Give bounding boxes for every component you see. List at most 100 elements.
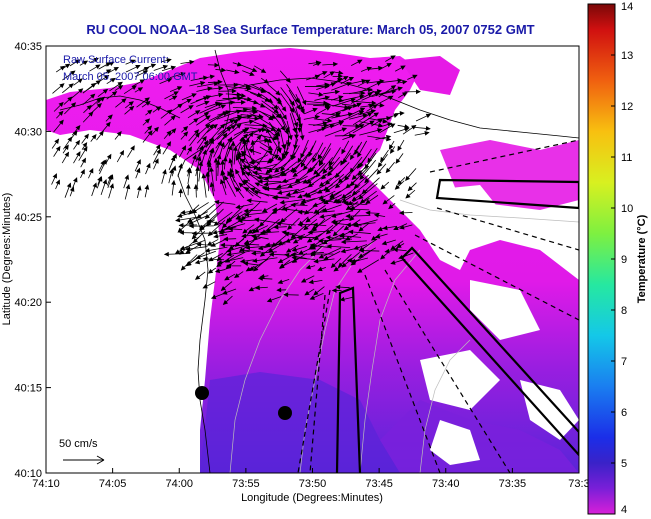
current-vector-head [202,256,208,262]
legend-line1: Raw Surface Current: [63,54,169,66]
current-vector-head [220,170,225,176]
current-vector-head [201,173,207,179]
current-vector-head [328,160,334,167]
current-vector-head [209,147,215,153]
current-vector [350,167,369,186]
current-vector-head [271,195,277,200]
current-vector-head [178,222,184,228]
current-vector-head [312,107,318,113]
current-vector-head [343,225,350,231]
current-vector [251,251,277,254]
current-vector-head [222,299,229,305]
current-vector-head [341,127,348,132]
current-vector-head [374,234,381,239]
current-vector-head [185,248,191,254]
current-vector-head [350,258,357,264]
current-vector-head [257,128,264,133]
dashed-lane-2 [436,207,579,251]
current-vector-head [338,95,344,100]
current-vector-head [297,127,302,133]
current-vector [259,146,283,161]
current-vector-head [196,242,202,247]
current-vector-head [349,154,355,161]
current-vector-head [259,230,265,236]
current-vector-head [254,285,260,291]
current-vector-head [205,115,211,121]
current-vector [258,117,281,132]
current-vector-head [318,92,324,97]
current-vector-head [261,207,268,213]
x-axis-label: Longitude (Degrees:Minutes) [241,492,383,504]
current-vector-head [306,179,312,184]
current-vector-head [248,266,255,272]
current-vector [205,111,228,126]
current-vector-head [397,145,402,152]
isobath-3 [359,249,421,473]
current-vector-head [193,183,199,189]
current-vector-head [199,145,204,151]
sst-field [46,48,579,473]
current-vector-head [209,74,216,80]
x-tick-label: 74:10 [32,478,60,490]
current-vector-head [263,181,269,187]
current-vector-head [362,113,368,119]
current-vector-head [203,112,210,117]
current-vector-head [181,145,187,151]
shipping-lanes [335,178,579,473]
current-vector-head [333,266,339,272]
current-vector-head [412,74,418,80]
current-vector-head [380,184,386,190]
current-vector-head [359,94,365,99]
current-vector-head [117,85,124,90]
current-vector-head [257,245,264,251]
current-vector-head [329,71,335,76]
current-vector-head [209,138,215,145]
current-vector-head [72,130,78,136]
sst-cool-region [380,400,579,473]
current-vector-head [325,106,331,111]
current-vector-head [340,160,345,166]
current-vector-head [343,201,349,206]
current-vector-head [397,179,403,186]
current-vector-head [241,151,246,157]
current-vector-head [236,116,243,122]
current-vector-head [325,235,331,241]
current-vector-head [234,273,240,278]
current-vector-head [285,192,291,197]
current-vector-head [291,154,297,161]
current-vector-head [343,76,349,81]
current-vector-head [214,199,220,205]
current-vector-head [279,199,285,205]
current-vector-head [324,187,331,193]
current-vector-head [58,119,64,125]
current-vector-head [348,206,354,212]
legend-line2: March 05, 2007 06:00 GMT [63,71,198,83]
current-vector-head [251,228,258,234]
current-vector-head [119,150,125,156]
colorbar: 14 13 12 11 10 9 8 7 6 5 4 Temperature (°C) [587,1,648,516]
current-vector-head [224,175,229,181]
current-vector-head [170,115,176,121]
current-vector-head [335,284,341,290]
current-vector-head [382,118,388,124]
current-vector-head [259,251,266,257]
current-vector-head [236,153,242,160]
current-vector-head [137,87,144,92]
current-vector-head [105,69,112,74]
current-vector-head [73,177,78,183]
current-vector-head [323,255,329,261]
current-vector-head [174,249,181,254]
current-vector-head [84,133,89,139]
current-vector [254,218,281,224]
current-vector-head [345,222,351,228]
current-vector-head [393,225,399,231]
current-vector-head [223,236,229,242]
current-vector-head [350,97,356,103]
current-vector-head [136,159,141,165]
current-vector-head [249,71,255,76]
current-vector-head [330,262,336,269]
current-vector-head [244,245,251,250]
current-vector-head [358,253,364,258]
current-vector-head [293,121,299,128]
current-vector-head [307,229,313,235]
